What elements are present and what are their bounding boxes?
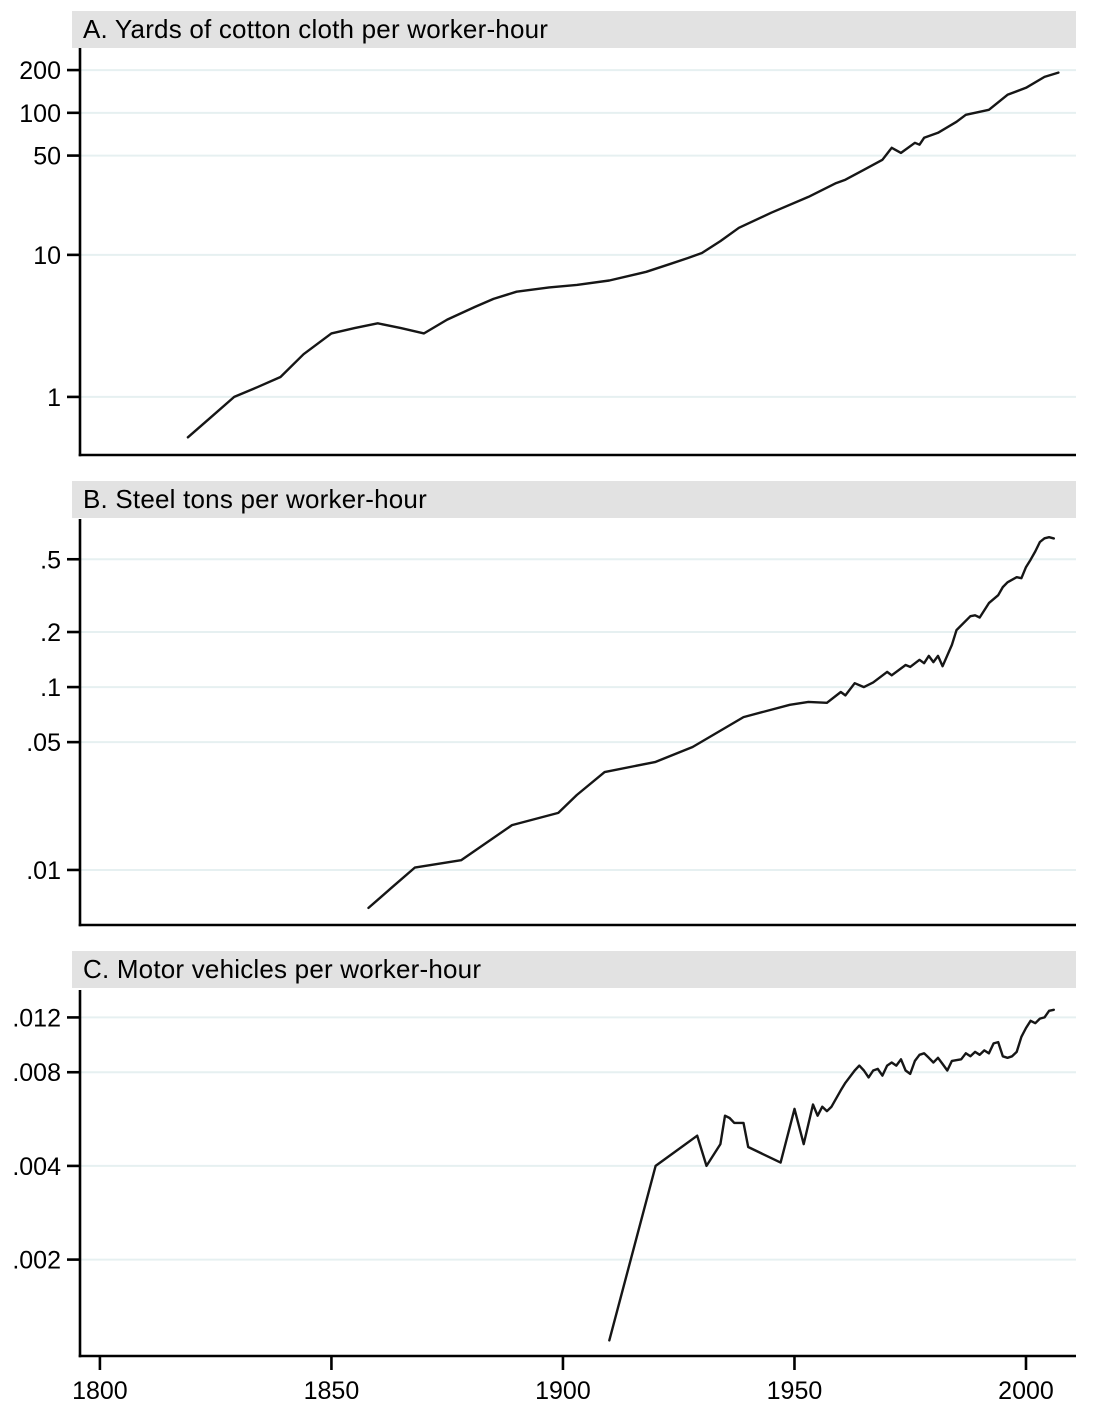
y-tick-label: 50 — [33, 143, 61, 171]
y-tick-label: .002 — [12, 1247, 61, 1275]
panel-b-header: B. Steel tons per worker-hour — [72, 481, 1076, 518]
x-tick-label: 1800 — [72, 1377, 128, 1405]
panel-a-title: A. Yards of cotton cloth per worker-hour — [83, 14, 549, 44]
series-line-c — [608, 1008, 1056, 1342]
panel-c-title: C. Motor vehicles per worker-hour — [83, 954, 482, 984]
y-tick-label: 1 — [47, 384, 61, 412]
panel-c-header: C. Motor vehicles per worker-hour — [72, 951, 1076, 988]
series-line-b — [367, 536, 1056, 910]
series-line-a — [186, 71, 1060, 439]
x-tick-label: 1900 — [535, 1377, 591, 1405]
y-tick-label: 10 — [33, 242, 61, 270]
panel-c-plot: .012 .008 .004 .002 1800 1850 1900 1950 2000 — [12, 990, 1076, 1405]
x-tick-label: 2000 — [998, 1377, 1054, 1405]
y-tick-label: .1 — [40, 674, 61, 702]
panel-b-title: B. Steel tons per worker-hour — [83, 484, 427, 514]
y-tick-label: 100 — [19, 100, 61, 128]
y-tick-label: .2 — [40, 619, 61, 647]
y-tick-label: .01 — [26, 857, 61, 885]
y-tick-label: .05 — [26, 729, 61, 757]
y-tick-label: 200 — [19, 57, 61, 85]
panel-a-plot: 200 100 50 10 1 — [19, 48, 1076, 457]
y-tick-label: .008 — [12, 1059, 61, 1087]
y-tick-label: .004 — [12, 1153, 61, 1181]
panel-b-plot: .5 .2 .1 .05 .01 — [26, 519, 1076, 927]
x-tick-label: 1850 — [304, 1377, 360, 1405]
x-tick-label: 1950 — [767, 1377, 823, 1405]
y-tick-label: .5 — [40, 546, 61, 574]
y-tick-label: .012 — [12, 1004, 61, 1032]
panel-a-header: A. Yards of cotton cloth per worker-hour — [72, 11, 1076, 48]
